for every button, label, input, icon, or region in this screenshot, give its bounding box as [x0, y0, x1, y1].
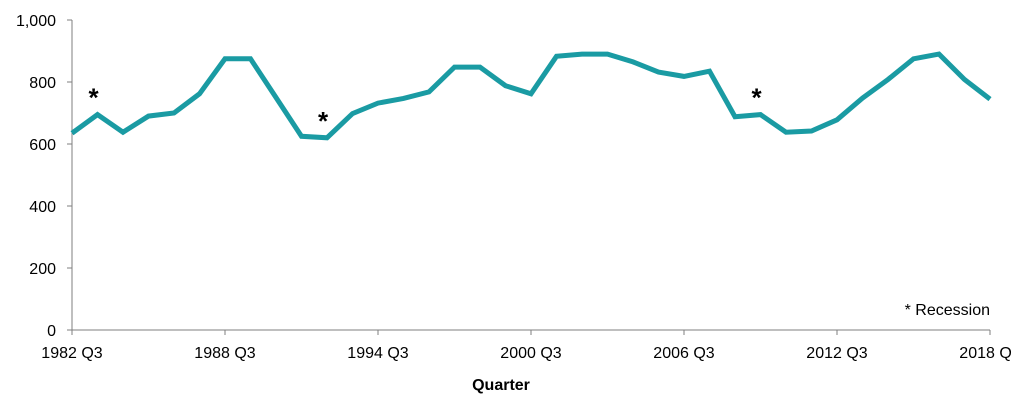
x-tick-label: 2018 Q3 [959, 345, 1011, 362]
x-tick-label: 1988 Q3 [194, 345, 255, 362]
x-tick-label: 1994 Q3 [347, 345, 408, 362]
recession-note: * Recession [905, 302, 990, 319]
y-tick-label: 600 [29, 137, 56, 154]
recession-marker: * [751, 83, 762, 113]
annotations: * * * [88, 83, 762, 136]
x-tick-label: 2006 Q3 [653, 345, 714, 362]
y-tick-label: 0 [47, 323, 56, 340]
x-axis-title: Quarter [472, 377, 530, 394]
x-tick-label: 2012 Q3 [806, 345, 867, 362]
series-line [70, 51, 992, 141]
axes [71, 20, 990, 331]
recession-marker: * [318, 106, 329, 136]
y-axis-ticks: 0 200 400 600 800 1,000 [16, 13, 72, 340]
series-group [70, 51, 992, 141]
y-tick-label: 200 [29, 261, 56, 278]
x-tick-label: 2000 Q3 [500, 345, 561, 362]
y-tick-label: 400 [29, 199, 56, 216]
y-tick-label: 1,000 [16, 13, 56, 30]
x-tick-label: 1982 Q3 [41, 345, 102, 362]
y-tick-label: 800 [29, 75, 56, 92]
recession-marker: * [88, 83, 99, 113]
x-axis-ticks: 1982 Q3 1988 Q3 1994 Q3 2000 Q3 2006 Q3 2012 … [41, 330, 1011, 362]
